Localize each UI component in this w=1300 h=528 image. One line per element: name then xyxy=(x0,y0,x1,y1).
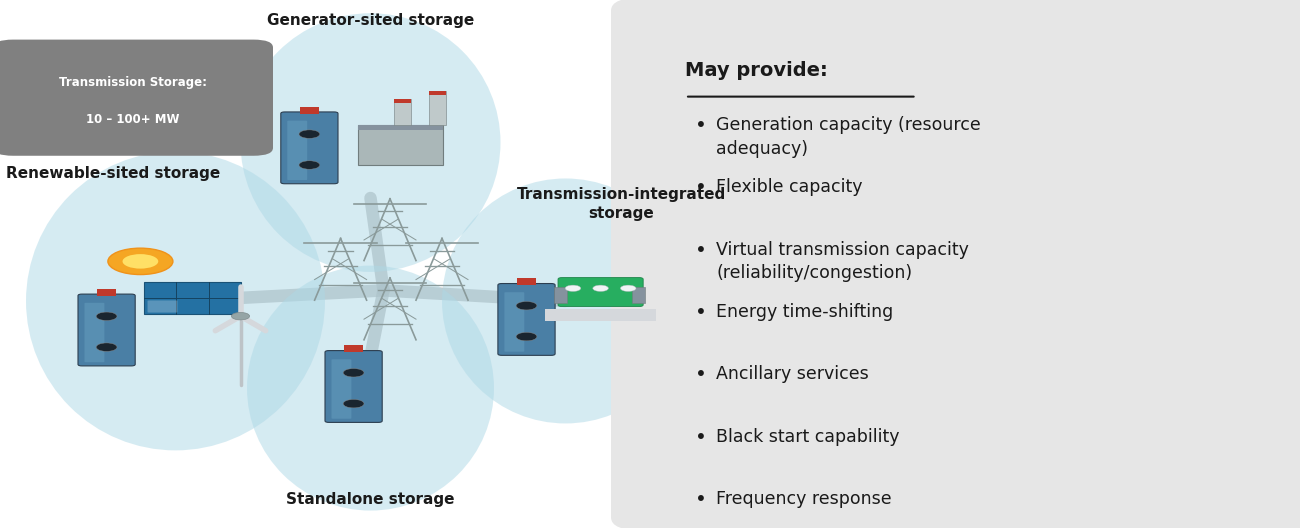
Text: Generator-sited storage: Generator-sited storage xyxy=(266,13,474,28)
Ellipse shape xyxy=(247,266,494,511)
FancyBboxPatch shape xyxy=(143,282,242,314)
FancyBboxPatch shape xyxy=(147,300,177,313)
FancyBboxPatch shape xyxy=(287,120,307,180)
Text: Ancillary services: Ancillary services xyxy=(716,365,870,383)
Text: Flexible capacity: Flexible capacity xyxy=(716,178,863,196)
Circle shape xyxy=(299,130,320,138)
FancyBboxPatch shape xyxy=(358,126,442,165)
Ellipse shape xyxy=(26,152,325,450)
Text: •: • xyxy=(696,116,707,135)
FancyBboxPatch shape xyxy=(546,309,656,320)
FancyBboxPatch shape xyxy=(554,287,568,303)
Text: •: • xyxy=(696,303,707,322)
Text: •: • xyxy=(696,241,707,260)
FancyBboxPatch shape xyxy=(558,278,644,306)
FancyBboxPatch shape xyxy=(332,359,351,419)
Text: •: • xyxy=(696,178,707,197)
Text: Frequency response: Frequency response xyxy=(716,490,892,508)
Text: •: • xyxy=(696,428,707,447)
Text: •: • xyxy=(696,490,707,509)
FancyBboxPatch shape xyxy=(429,91,446,95)
FancyBboxPatch shape xyxy=(394,99,411,103)
FancyBboxPatch shape xyxy=(504,293,524,352)
FancyBboxPatch shape xyxy=(394,99,411,126)
Circle shape xyxy=(96,312,117,320)
Text: Standalone storage: Standalone storage xyxy=(286,492,455,507)
FancyBboxPatch shape xyxy=(632,287,645,303)
Text: Generation capacity (resource
adequacy): Generation capacity (resource adequacy) xyxy=(716,116,982,158)
Circle shape xyxy=(108,248,173,275)
FancyBboxPatch shape xyxy=(429,91,446,126)
FancyBboxPatch shape xyxy=(299,107,320,114)
Text: 10 – 100+ MW: 10 – 100+ MW xyxy=(87,113,179,126)
Circle shape xyxy=(231,313,250,320)
Circle shape xyxy=(343,369,364,377)
FancyBboxPatch shape xyxy=(325,351,382,422)
Text: Renewable-sited storage: Renewable-sited storage xyxy=(6,166,221,181)
FancyBboxPatch shape xyxy=(0,40,273,156)
Text: Energy time-shifting: Energy time-shifting xyxy=(716,303,893,321)
FancyBboxPatch shape xyxy=(343,345,364,352)
Circle shape xyxy=(516,301,537,310)
Circle shape xyxy=(299,161,320,169)
Circle shape xyxy=(620,285,636,291)
FancyBboxPatch shape xyxy=(516,278,537,285)
FancyBboxPatch shape xyxy=(96,289,117,296)
Text: Transmission-integrated
storage: Transmission-integrated storage xyxy=(517,187,725,221)
Circle shape xyxy=(593,285,608,291)
Text: May provide:: May provide: xyxy=(685,61,828,80)
FancyBboxPatch shape xyxy=(358,126,442,130)
Text: Transmission Storage:: Transmission Storage: xyxy=(60,76,207,89)
Circle shape xyxy=(122,254,159,269)
Circle shape xyxy=(516,333,537,341)
Text: •: • xyxy=(696,365,707,384)
FancyBboxPatch shape xyxy=(498,284,555,355)
Circle shape xyxy=(566,285,581,291)
Circle shape xyxy=(343,399,364,408)
FancyBboxPatch shape xyxy=(611,0,1300,528)
FancyBboxPatch shape xyxy=(281,112,338,184)
Text: Black start capability: Black start capability xyxy=(716,428,900,446)
FancyBboxPatch shape xyxy=(84,303,104,362)
Ellipse shape xyxy=(442,178,689,423)
Text: Virtual transmission capacity
(reliability/congestion): Virtual transmission capacity (reliabili… xyxy=(716,241,970,282)
FancyBboxPatch shape xyxy=(78,294,135,366)
Ellipse shape xyxy=(240,13,500,272)
Circle shape xyxy=(96,343,117,352)
